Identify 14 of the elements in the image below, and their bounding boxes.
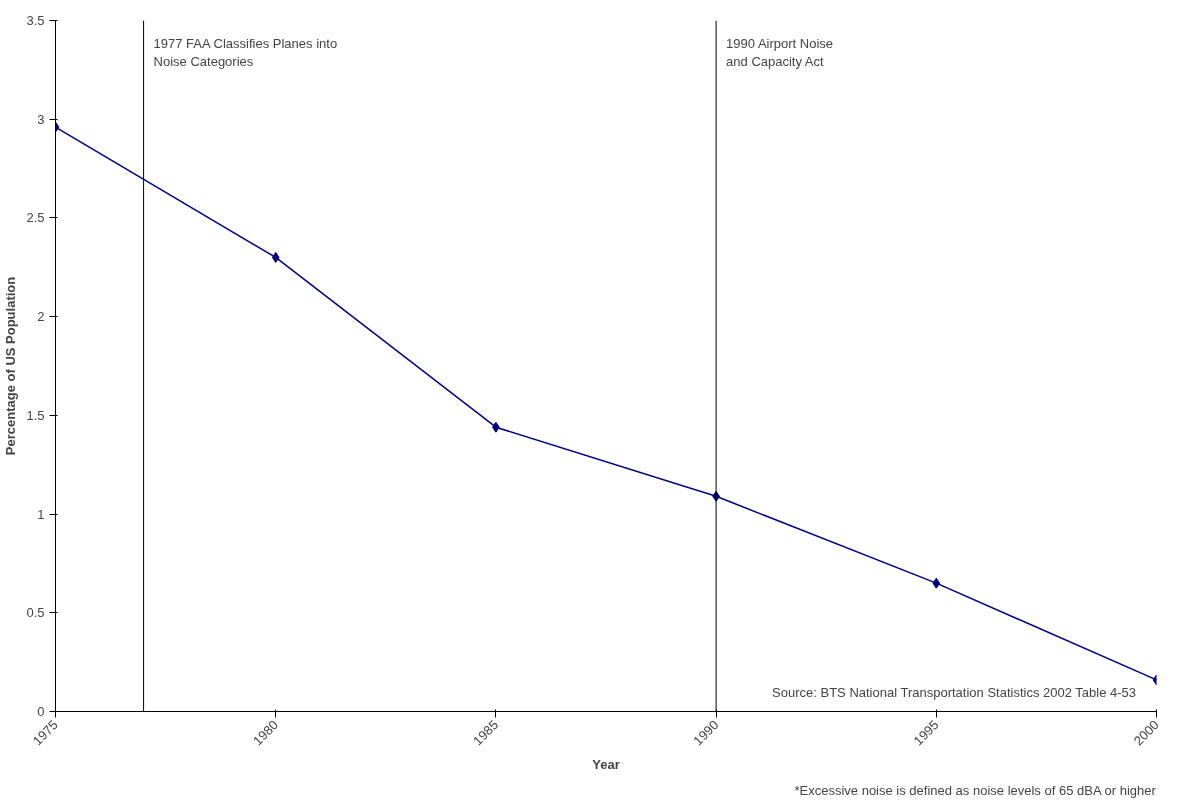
y-tick-label: 3 bbox=[37, 111, 45, 127]
y-tick-label: 0.5 bbox=[26, 605, 45, 621]
text: *Excessive noise is defined as noise levels of 65 dBA or higher bbox=[794, 782, 1157, 798]
y-tick-label: 1.5 bbox=[26, 407, 45, 423]
annotation: Source: BTS National Transportation Statistics 2002 Table 4-53 bbox=[772, 684, 1137, 700]
x-axis-title: Year bbox=[592, 757, 620, 773]
ref-line-label: 1990 Airport Noise and Capacity Act bbox=[726, 35, 834, 69]
y-tick-label: 1 bbox=[37, 506, 45, 522]
y-tick-label: 2.5 bbox=[26, 210, 45, 226]
y-axis-title: Percentage of US Population bbox=[3, 276, 19, 456]
y-tick-label: 0 bbox=[37, 704, 45, 719]
y-tick-label: 2 bbox=[37, 309, 45, 325]
y-tick-label: 3.5 bbox=[26, 13, 45, 28]
ref-line-label: 1977 FAA Classifies Planes into Noise Categories bbox=[153, 35, 338, 69]
